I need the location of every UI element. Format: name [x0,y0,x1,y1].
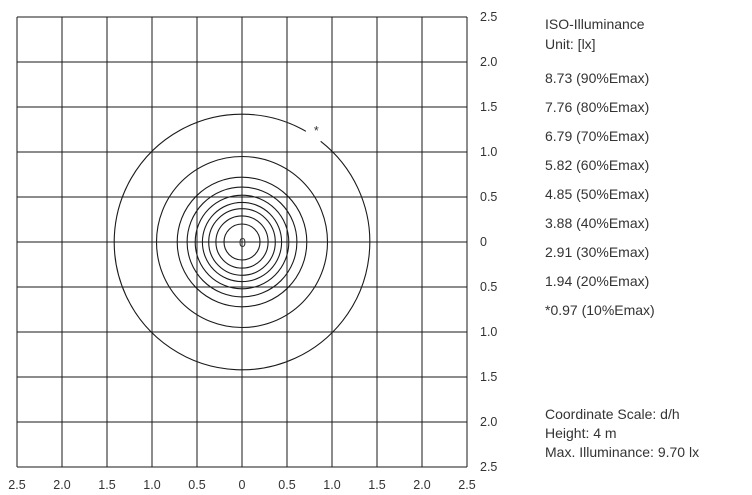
x-tick-label: 2.0 [413,478,430,492]
legend-header: ISO-Illuminance Unit: [lx] [545,14,645,54]
contour-line-5 [194,194,290,290]
contour-line-9 [113,113,371,371]
y-tick-label: 1.0 [480,325,497,339]
legend-item: 5.82 (60%Emax) [545,157,650,173]
x-tick-label: 1.5 [368,478,385,492]
x-tick-label: 1.0 [323,478,340,492]
contour-marker: * [314,124,319,138]
y-tick-label: 2.5 [480,460,497,474]
contour-line-8 [155,155,329,329]
x-tick-label: 2.0 [53,478,70,492]
legend-item: *0.97 (10%Emax) [545,302,655,318]
coordinate-scale: Coordinate Scale: d/h [545,406,680,422]
center-label: 0 [239,236,246,250]
y-tick-label: 2.0 [480,415,497,429]
x-tick-label: 0.5 [278,478,295,492]
legend-item: 1.94 (20%Emax) [545,273,650,289]
contour-line-4 [201,201,283,283]
mounting-height: Height: 4 m [545,425,617,441]
legend-item: 3.88 (40%Emax) [545,215,650,231]
x-tick-label: 0.5 [188,478,205,492]
contour-line-2 [215,215,269,269]
x-tick-label: 2.5 [8,478,25,492]
y-tick-label: 1.5 [480,100,497,114]
contour-line-3 [208,208,276,276]
y-axis-ticks: 2.5 2.0 1.5 1.0 0.5 0 0.5 1.0 1.5 2.0 2.5 [480,10,497,474]
chart-footer: Coordinate Scale: d/h Height: 4 m Max. I… [545,405,699,462]
y-tick-label: 0 [480,235,487,249]
y-tick-label: 0.5 [480,280,497,294]
contour-line-6 [186,186,298,298]
y-tick-label: 2.0 [480,55,497,69]
x-tick-label: 1.5 [98,478,115,492]
x-tick-label: 2.5 [458,478,475,492]
legend-title: ISO-Illuminance [545,16,645,32]
legend-item: 4.85 (50%Emax) [545,186,650,202]
x-tick-label: 1.0 [143,478,160,492]
contour-line-7 [176,176,308,308]
y-tick-label: 2.5 [480,10,497,24]
grid [16,16,468,468]
max-illuminance: Max. Illuminance: 9.70 lx [545,444,700,460]
legend-item: 2.91 (30%Emax) [545,244,650,260]
unit-label: Unit: [lx] [545,36,596,52]
legend-item: 8.73 (90%Emax) [545,70,650,86]
x-tick-label: 0 [239,478,246,492]
legend-item: 7.76 (80%Emax) [545,99,650,115]
x-axis-ticks: 2.5 2.0 1.5 1.0 0.5 0 0.5 1.0 1.5 2.0 2.5 [8,478,475,492]
contour-line-1 [223,223,261,261]
contour-lines [113,113,371,371]
legend-item: 6.79 (70%Emax) [545,128,650,144]
legend: 8.73 (90%Emax) 7.76 (80%Emax) 6.79 (70%Ema… [545,68,655,329]
y-tick-label: 1.0 [480,145,497,159]
y-tick-label: 1.5 [480,370,497,384]
y-tick-label: 0.5 [480,190,497,204]
